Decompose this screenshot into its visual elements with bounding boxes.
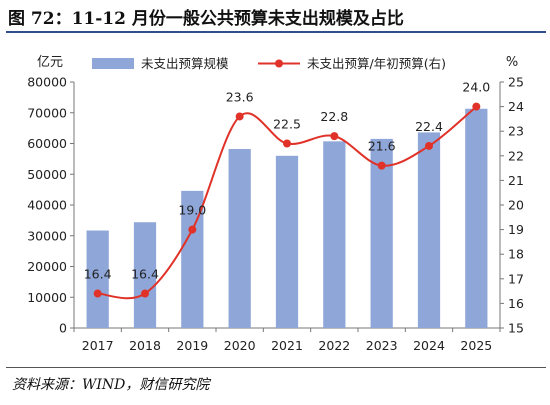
y-right-tick-label: 18 (508, 247, 524, 262)
line-point (93, 289, 102, 298)
bar (181, 190, 204, 328)
legend-line-marker (275, 59, 283, 68)
line-point (188, 225, 197, 234)
line-point (330, 132, 339, 141)
y-left-tick-label: 40000 (27, 198, 67, 213)
bar (323, 141, 346, 328)
bar (228, 149, 251, 328)
y-left-tick-label: 20000 (27, 259, 67, 274)
line-point (425, 141, 433, 150)
line-point (141, 289, 149, 298)
x-tick-label: 2022 (318, 338, 350, 353)
bar (133, 222, 157, 328)
x-tick-label: 2019 (176, 338, 208, 353)
y-right-tick-label: 21 (508, 173, 524, 188)
line-data-label: 21.6 (368, 139, 396, 154)
y-right-tick-label: 19 (508, 222, 524, 237)
line-data-label: 22.8 (320, 109, 348, 124)
line-data-label: 16.4 (84, 267, 112, 282)
bar-series (86, 108, 488, 328)
x-tick-label: 2021 (271, 338, 303, 353)
bar (86, 230, 109, 328)
line-point (377, 161, 386, 170)
line-data-label: 22.5 (273, 117, 301, 132)
legend: 未支出预算规模 未支出预算/年初预算(右) (92, 56, 446, 71)
legend-line-label: 未支出预算/年初预算(右) (307, 56, 446, 71)
y-left-tick-label: 60000 (27, 136, 67, 151)
y-left-tick-label: 50000 (27, 167, 67, 182)
line-data-label: 16.4 (131, 267, 159, 282)
y-right-unit: % (506, 55, 518, 70)
y-right-tick-label: 24 (508, 99, 524, 114)
bar (275, 155, 299, 328)
y-left-unit: 亿元 (37, 55, 63, 70)
y-left-tick-label: 70000 (27, 105, 67, 120)
x-tick-label: 2018 (129, 338, 161, 353)
y-right-tick-label: 22 (508, 148, 524, 163)
y-right-tick-label: 25 (508, 75, 524, 90)
x-tick-label: 2025 (460, 338, 492, 353)
line-data-label: 24.0 (462, 80, 490, 95)
x-tick-label: 2020 (224, 338, 256, 353)
line-point (235, 112, 244, 121)
figure-title: 图 72：11-12 月份一般公共预算未支出规模及占比 (8, 9, 404, 29)
title-rule (6, 31, 546, 33)
y-left-tick-label: 0 (59, 321, 67, 336)
x-tick-label: 2024 (413, 338, 445, 353)
bar (417, 132, 441, 328)
legend-bar-swatch (92, 58, 134, 69)
line-data-label: 19.0 (178, 203, 206, 218)
x-tick-label: 2017 (82, 338, 114, 353)
line-data-label: 22.4 (415, 119, 443, 134)
x-tick-label: 2023 (366, 338, 398, 353)
bar (370, 138, 393, 328)
y-right-tick-label: 20 (508, 198, 524, 213)
line-point (283, 139, 291, 148)
line-point (472, 102, 481, 111)
y-left-tick-label: 30000 (27, 228, 67, 243)
line-path (97, 105, 477, 300)
bar (465, 108, 488, 328)
source-note: 资料来源：WIND，财信研究院 (12, 377, 210, 393)
y-right-tick-label: 23 (508, 124, 524, 139)
bottom-rule (6, 367, 546, 368)
legend-bar-label: 未支出预算规模 (141, 56, 229, 71)
line-data-label: 23.6 (226, 89, 254, 104)
line-series: 16.4 16.4 19.0 23.6 22.5 22.8 21.6 22.4 24.0 (84, 80, 490, 300)
y-right-tick-label: 17 (508, 271, 524, 286)
y-right-tick-label: 16 (508, 296, 524, 311)
y-right-tick-label: 15 (508, 321, 524, 336)
y-left-tick-label: 10000 (27, 290, 67, 305)
y-left-tick-label: 80000 (27, 75, 67, 90)
chart-axes: 0 10000 20000 30000 40000 50000 60000 70000 8000… (27, 55, 524, 353)
